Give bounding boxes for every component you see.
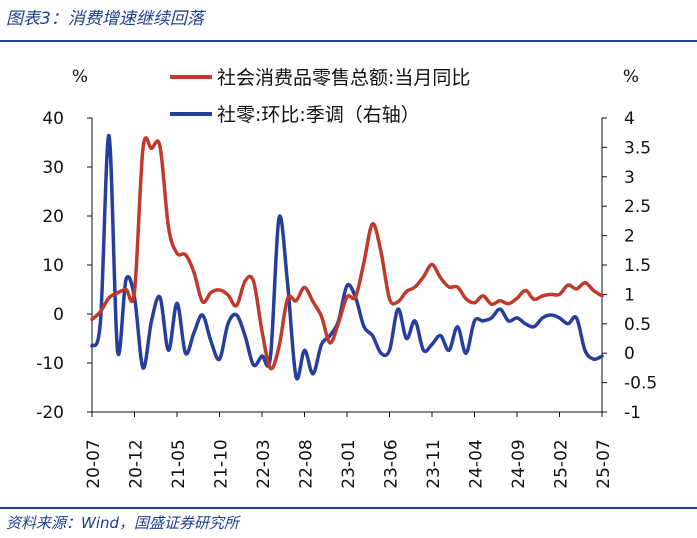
top-rule [0, 40, 697, 42]
y-right-tick-label: 1 [624, 285, 635, 305]
y-right-tick-label: 0.5 [624, 315, 651, 335]
x-tick-label: 20-07 [84, 439, 104, 488]
y-right-tick-label: 2 [624, 227, 635, 247]
legend-label: 社会消费品零售总额:当月同比 [217, 67, 470, 89]
tick-labels: 40 30 20 10 0 -10 -20 4 3.5 3 2.5 2 1.5 1 0.5 0 -0.5 -1%%… [36, 67, 657, 489]
y-left-tick-label: 30 [42, 158, 64, 178]
source-note: 资料来源：Wind，国盛证券研究所 [6, 514, 240, 532]
y-left-tick-label: -20 [36, 403, 64, 423]
y-left-unit-label: % [72, 67, 88, 87]
y-right-tick-label: 0 [624, 344, 635, 364]
x-tick-label: 25-02 [552, 439, 572, 488]
y-left-tick-label: -10 [36, 354, 64, 374]
x-tick-label: 21-05 [169, 439, 189, 488]
axes-group [87, 117, 607, 417]
x-tick-label: 24-04 [467, 439, 487, 488]
figure-title: 图表3：消费增速继续回落 [6, 9, 204, 29]
series-retail-sales-yoy-line [90, 136, 604, 371]
legend-label: 社零:环比:季调（右轴） [217, 104, 420, 126]
x-tick-label: 25-07 [594, 439, 614, 488]
y-left-tick-label: 10 [42, 256, 64, 276]
series-lines [90, 133, 604, 381]
x-tick-label: 23-11 [424, 439, 444, 488]
y-right-unit-label: % [623, 67, 639, 87]
y-right-tick-label: -0.5 [624, 374, 657, 394]
bottom-rule [0, 507, 697, 509]
y-right-tick-label: 3.5 [624, 138, 651, 158]
x-tick-label: 23-06 [382, 439, 402, 488]
x-tick-label: 23-01 [339, 439, 359, 488]
x-tick-label: 22-08 [297, 439, 317, 488]
y-left-tick-label: 0 [53, 305, 64, 325]
y-right-tick-label: -1 [624, 403, 641, 423]
y-right-tick-label: 2.5 [624, 197, 651, 217]
x-tick-label: 21-10 [212, 439, 232, 488]
y-right-tick-label: 3 [624, 168, 635, 188]
y-left-tick-label: 40 [42, 109, 64, 129]
x-tick-label: 24-09 [509, 439, 529, 488]
x-tick-label: 20-12 [127, 439, 147, 488]
x-tick-label: 22-03 [254, 439, 274, 488]
y-right-tick-label: 4 [624, 109, 635, 129]
y-left-tick-label: 20 [42, 207, 64, 227]
series-retail-sales-mom-sa-line [90, 133, 604, 381]
y-right-tick-label: 1.5 [624, 256, 651, 276]
